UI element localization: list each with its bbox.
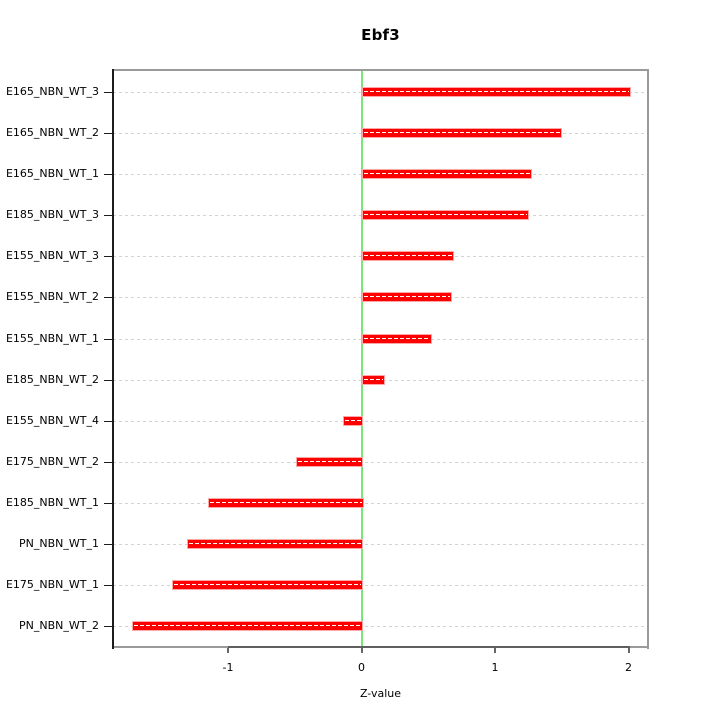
bar-center-dash bbox=[210, 501, 362, 503]
bar-center-dash bbox=[363, 132, 561, 134]
plot-border-right bbox=[647, 69, 649, 649]
x-tick-label: 2 bbox=[625, 661, 632, 674]
gridline bbox=[113, 502, 648, 504]
y-axis-label: PN_NBN_WT_2 bbox=[19, 619, 99, 632]
gridline bbox=[113, 420, 648, 422]
y-tick bbox=[104, 92, 113, 93]
y-tick bbox=[104, 379, 113, 381]
y-axis-label: E155_NBN_WT_3 bbox=[5, 249, 99, 263]
bar bbox=[131, 621, 364, 631]
bar bbox=[361, 210, 529, 221]
bar-center-dash bbox=[363, 337, 430, 339]
y-tick bbox=[104, 543, 113, 545]
bar bbox=[342, 415, 364, 426]
x-tick bbox=[494, 648, 496, 653]
y-tick bbox=[104, 338, 113, 340]
bar bbox=[361, 128, 563, 139]
bar-center-dash bbox=[363, 255, 453, 257]
bar bbox=[361, 292, 452, 303]
x-tick bbox=[227, 648, 229, 653]
x-axis-line bbox=[228, 646, 630, 648]
y-tick bbox=[104, 215, 113, 217]
y-axis-label: E175_NBN_WT_2 bbox=[5, 454, 99, 468]
zero-line bbox=[360, 70, 363, 647]
y-axis-label: E165_NBN_WT_2 bbox=[5, 126, 99, 140]
bar-center-dash bbox=[363, 296, 450, 298]
y-axis-label: E185_NBN_WT_1 bbox=[5, 495, 99, 509]
y-tick bbox=[104, 461, 113, 463]
y-axis-label: E175_NBN_WT_1 bbox=[5, 578, 99, 591]
y-axis-label: E155_NBN_WT_2 bbox=[5, 290, 99, 304]
y-axis-label: E165_NBN_WT_3 bbox=[5, 85, 99, 98]
y-tick bbox=[104, 133, 113, 135]
x-tick-label: 0 bbox=[358, 661, 365, 674]
y-axis-label: E185_NBN_WT_3 bbox=[5, 208, 99, 222]
y-tick bbox=[104, 626, 113, 627]
bar bbox=[208, 497, 364, 508]
bar-center-dash bbox=[188, 542, 362, 544]
plot-border-top bbox=[112, 69, 649, 71]
bar-center-dash bbox=[344, 419, 362, 421]
x-tick-label: 1 bbox=[491, 661, 499, 674]
chart-title: Ebf3 bbox=[361, 26, 400, 44]
gridline bbox=[113, 626, 648, 627]
bar-center-dash bbox=[363, 91, 629, 92]
bar bbox=[361, 87, 631, 97]
bar bbox=[296, 456, 364, 467]
bar bbox=[361, 374, 385, 385]
y-tick bbox=[104, 297, 113, 299]
bar-center-dash bbox=[298, 460, 362, 462]
x-tick-label: -1 bbox=[222, 661, 234, 674]
bar-center-dash bbox=[173, 584, 362, 585]
bar-center-dash bbox=[363, 378, 383, 380]
y-tick bbox=[104, 585, 113, 586]
gridline bbox=[113, 461, 648, 463]
x-tick bbox=[627, 648, 630, 653]
y-axis-label: PN_NBN_WT_1 bbox=[19, 536, 99, 550]
gridline bbox=[113, 543, 648, 545]
y-axis-line bbox=[112, 69, 114, 649]
x-tick bbox=[360, 648, 363, 653]
bar bbox=[171, 580, 364, 590]
bar bbox=[361, 251, 455, 262]
y-tick bbox=[104, 256, 113, 258]
bar bbox=[186, 538, 364, 549]
bar bbox=[361, 169, 532, 180]
y-tick bbox=[104, 174, 113, 176]
bar-center-dash bbox=[363, 214, 527, 216]
y-axis-label: E185_NBN_WT_2 bbox=[5, 372, 99, 386]
bar-center-dash bbox=[363, 173, 530, 175]
y-tick bbox=[104, 420, 113, 422]
y-axis-label: E155_NBN_WT_1 bbox=[5, 331, 99, 345]
x-axis-label: Z-value bbox=[359, 687, 402, 700]
y-axis-label: E155_NBN_WT_4 bbox=[5, 413, 99, 427]
bar bbox=[361, 333, 432, 344]
bar-center-dash bbox=[133, 625, 362, 626]
y-tick bbox=[104, 502, 113, 504]
y-axis-label: E165_NBN_WT_1 bbox=[5, 167, 99, 181]
gridline bbox=[113, 585, 648, 586]
